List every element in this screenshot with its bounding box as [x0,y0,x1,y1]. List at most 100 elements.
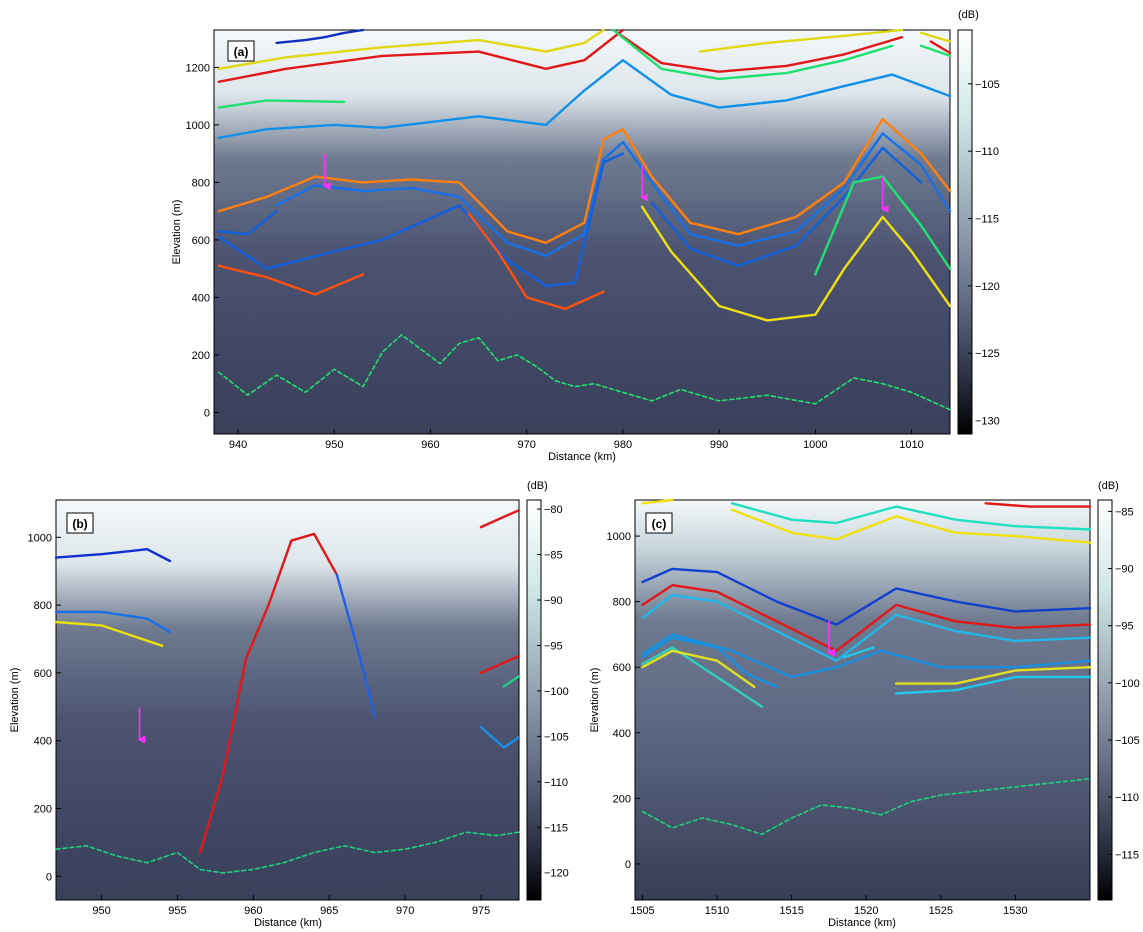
panel-c-colorbar-unit: (dB) [1098,480,1119,492]
panel-c-ytick-label-5: 1000 [607,531,631,543]
panel-c-cbar-tick-label-4: −105 [1115,735,1140,747]
panel-c-cbar-tick-label-1: −90 [1115,564,1134,576]
panel-c-series-10 [641,649,756,689]
panel-c-cbar-tick-label-0: −85 [1115,506,1134,518]
panel-a-xtick-label-4: 980 [614,439,632,451]
panel-a-series-15 [650,146,923,267]
panel-a-series-20 [218,333,951,411]
panel-c-series-3 [984,502,1092,508]
panel-a-series-3 [919,31,952,43]
panel-c-xtick-label-2: 1515 [779,905,803,917]
panel-a-ytick-label-5: 1000 [186,120,210,132]
panel-a-series-5 [612,28,904,73]
panel-b-series-layer [54,509,521,874]
panel-c-xtick-label-5: 1530 [1003,905,1027,917]
panel-a-cbar-tick-label-2: −115 [975,214,999,226]
panel-a-ytick-label-6: 1200 [186,62,210,74]
panel-c-colorbar-ticks: −85 −90 −95 −100 −105 −110 −115 [1108,506,1140,861]
panel-b-cbar-tick-label-0: −80 [544,504,563,516]
panel-b-colorbar-unit: (dB) [527,480,548,492]
panel-c-series-9 [641,646,763,708]
panel-b-label-box [66,512,94,534]
panel-b-xtick-label-1: 955 [168,905,186,917]
panel-a-series-7 [217,99,346,109]
panel-a-xlabel: Distance (km) [548,451,616,463]
panel-a-colorbar-unit: (dB) [958,9,979,21]
panel-a-series-1 [217,28,605,71]
panel-b-yticks: 0 200 400 600 800 1000 [28,532,61,883]
panel-a-label: (a) [234,45,249,59]
panel-b-xlabel: Distance (km) [254,917,322,929]
panel-c-series-14 [641,777,1091,836]
panel-b-cbar-tick-label-3: −95 [544,640,563,652]
panel-a-series-12 [275,132,952,257]
panel-c-label: (c) [652,517,667,531]
panel-a-colorbar [957,29,973,435]
panel-b-colorbar [526,499,542,901]
panel-b-cbar-tick-label-4: −100 [544,686,569,698]
panel-b-xtick-label-3: 965 [320,905,338,917]
panel-a-xticks: 940 950 960 970 980 990 1000 1010 [229,429,924,451]
panel-b-series-1 [54,610,172,634]
panel-a-series-0 [275,28,365,45]
panel-a-series-8 [612,28,894,81]
panel-b-ytick-label-1: 200 [34,803,52,815]
panel-c-label-box [645,512,673,534]
panel-b-series-5 [479,509,521,529]
panel-a-xtick-label-0: 940 [229,439,247,451]
panel-c-series-13 [894,675,1092,695]
panel-a-xtick-label-5: 990 [710,439,728,451]
panel-c-ylabel: Elevation (m) [589,668,601,733]
panel-c-ytick-label-4: 800 [613,597,631,609]
panel-a-cbar-tick-label-3: −120 [975,281,1000,293]
panel-a-series-10 [217,59,952,140]
panel-a-series-4 [217,28,625,84]
panel-b-cbar-tick-label-5: −105 [544,731,569,743]
panel-a-plot-area [213,29,951,435]
panel-b-series-2 [54,620,164,647]
panel-c-xtick-label-3: 1520 [854,905,878,917]
panel-a-series-13 [217,209,278,236]
panel-a-cbar-tick-label-4: −125 [975,348,1000,360]
panel-b-xtick-label-4: 970 [396,905,414,917]
panel-c-series-0 [641,498,674,505]
panel-a-xtick-label-6: 1000 [803,439,827,451]
panel-c: 1505 1510 1515 1520 1525 1530 0 200 400 600 800 10… [589,480,1140,929]
panel-a-xtick-label-2: 960 [421,439,439,451]
panel-c-colorbar [1097,499,1113,901]
panel-c-ytick-label-1: 200 [613,793,631,805]
panel-c-series-2 [730,502,1092,531]
panel-b-series-3 [198,532,338,854]
panel-b-xtick-label-2: 960 [244,905,262,917]
panel-b-xtick-label-5: 975 [472,905,490,917]
panel-b-ylabel: Elevation (m) [9,668,21,733]
panel-a-series-18 [467,212,605,311]
panel-c-plot-area [634,499,1091,901]
panel-c-xticks: 1505 1510 1515 1520 1525 1530 [630,895,1028,917]
panel-c-xlabel: Distance (km) [828,917,896,929]
panel-a-ytick-label-0: 0 [204,407,210,419]
panel-a-cbar-tick-label-5: −130 [975,416,1000,428]
panel-b-cbar-tick-label-1: −85 [544,550,563,562]
panel-c-cbar-tick-label-6: −115 [1115,849,1139,861]
panel-a-xtick-label-1: 950 [325,439,343,451]
panel-c-series-11 [842,646,875,659]
panel-c-series-12 [894,666,1092,685]
panel-b-label: (b) [72,517,87,531]
panel-c-ytick-label-0: 0 [625,859,631,871]
panel-a-series-17 [217,264,365,296]
panel-a-arrow-layer [322,153,889,213]
panel-b-ytick-label-4: 800 [34,600,52,612]
panel-a-ytick-label-1: 200 [192,350,210,362]
panel-c-series-7 [641,633,1092,679]
panel-a-xtick-label-3: 970 [518,439,536,451]
panel-b-plot-area [55,499,520,901]
panel-a-series-16 [814,175,952,276]
panel-c-series-6 [641,593,1092,662]
panel-a-cbar-tick-label-0: −105 [975,79,1000,91]
panel-b-cbar-tick-label-2: −90 [544,595,563,607]
panel-a-series-2 [698,28,904,53]
panel-a-label-box [227,40,255,62]
panel-b-colorbar-ticks: −80 −85 −90 −95 −100 −105 −110 −115 −120 [537,504,569,880]
